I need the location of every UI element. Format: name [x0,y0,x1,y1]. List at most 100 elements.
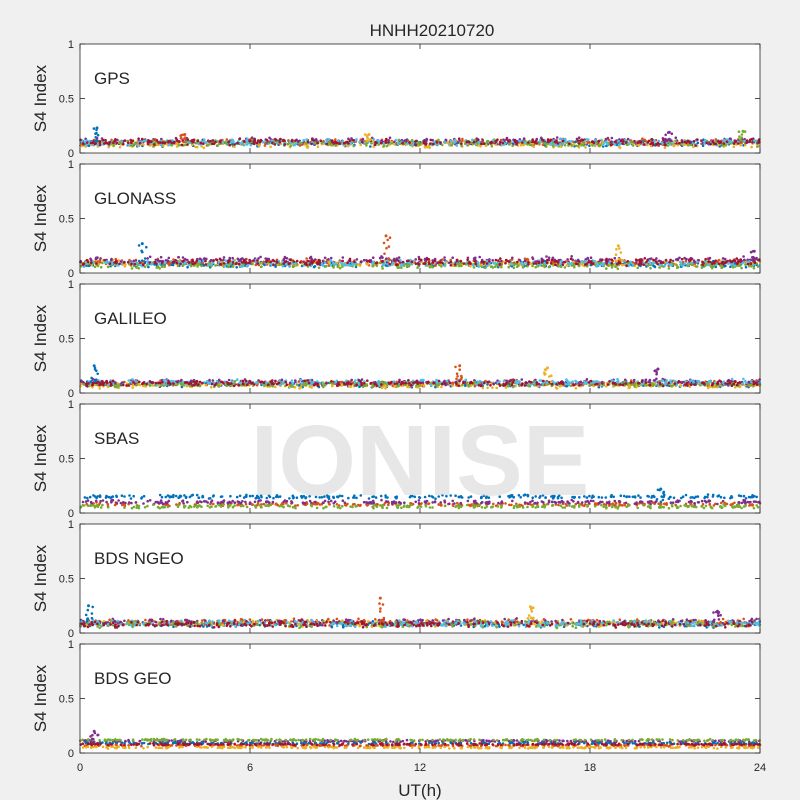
data-point [235,266,238,269]
data-point [630,140,633,143]
data-point [381,256,384,259]
data-point [625,264,628,268]
data-point [631,261,635,264]
data-point [382,241,386,245]
data-point [140,259,144,263]
data-point [272,259,276,263]
plot-area [80,164,760,273]
data-point [378,256,382,260]
data-point [120,140,124,143]
data-point [602,143,605,146]
data-point [329,259,333,262]
data-point [242,143,246,147]
data-point [95,262,98,265]
data-point [594,138,597,142]
data-point [474,260,477,263]
data-point [79,138,82,142]
data-point [159,141,162,144]
data-point [577,136,581,139]
data-point [161,261,164,264]
data-point [399,259,402,262]
data-point [605,257,608,261]
data-points [79,234,762,271]
data-point [724,260,728,264]
data-point [558,137,562,141]
data-point [576,262,579,266]
data-point [569,257,573,261]
data-point [152,145,155,148]
data-point [719,264,723,268]
data-point [246,264,250,267]
data-point [215,144,219,147]
data-point [130,267,134,270]
data-point [179,134,182,138]
data-point [684,260,688,263]
data-point [714,138,718,141]
data-point [253,138,257,142]
data-point [361,137,365,141]
data-point [508,143,511,146]
data-point [483,266,487,270]
data-point [615,259,619,263]
data-point [428,262,431,266]
data-point [392,259,396,262]
data-point [103,142,106,145]
data-point [129,138,132,142]
data-point [108,141,112,144]
data-point [388,262,392,266]
data-point [267,142,270,145]
data-point [457,137,461,140]
data-point [369,138,372,141]
data-point [340,380,343,384]
data-point [295,259,299,263]
data-point [137,244,141,247]
data-point [194,145,197,149]
data-point [466,140,469,143]
peak-point [616,244,620,248]
data-point [491,386,494,389]
data-point [586,257,589,260]
data-point [516,265,519,269]
data-point [619,251,623,254]
data-point [704,257,707,261]
data-point [355,138,358,141]
data-point [183,257,187,261]
data-point [278,140,282,144]
data-point [646,141,650,144]
data-point [269,260,272,264]
data-point [130,262,133,266]
data-point [500,265,503,269]
data-point [700,139,703,143]
data-point [158,259,162,263]
data-point [617,143,621,146]
data-point [510,263,514,266]
data-point [377,139,380,142]
data-point [634,258,638,262]
data-point [663,146,667,149]
data-point [337,139,340,142]
data-point [202,146,206,150]
data-point [235,262,238,265]
data-point [118,145,122,149]
data-point [739,258,743,261]
data-point [411,143,415,147]
data-point [605,141,608,144]
data-point [388,136,392,140]
data-point [423,145,427,149]
data-point [146,257,149,260]
data-point [106,265,110,269]
data-point [270,139,274,142]
data-point [137,259,141,263]
data-point [292,260,296,263]
data-point [394,138,398,142]
y-tick-label: 0.5 [59,94,74,106]
data-point [375,264,379,268]
data-point [227,140,231,144]
data-point [740,266,743,270]
data-point [720,266,723,270]
data-point [101,138,105,142]
data-point [491,266,495,269]
data-point [690,261,694,265]
data-point [231,138,234,142]
